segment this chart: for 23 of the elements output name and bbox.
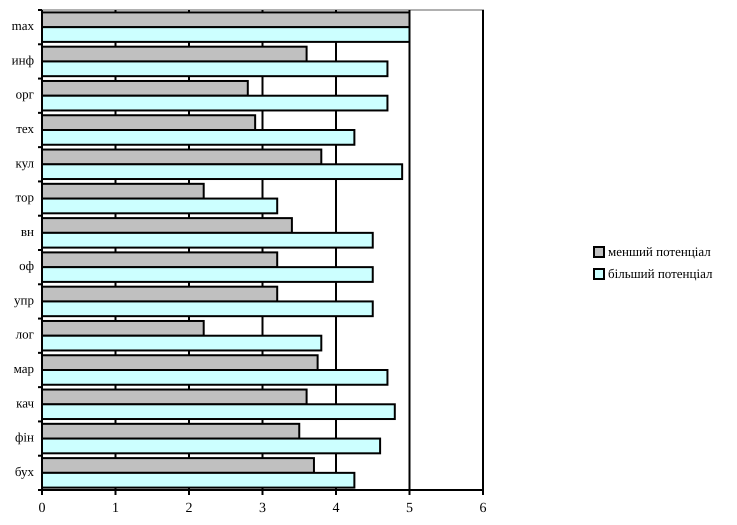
y-tick-label: тех xyxy=(16,120,34,136)
x-tick-label: 5 xyxy=(406,501,413,516)
y-tick-label: орг xyxy=(16,86,34,102)
y-tick-label: max xyxy=(12,18,34,34)
x-tick-label: 0 xyxy=(38,501,46,516)
y-tick-label: бух xyxy=(14,464,34,479)
y-tick-label: вн xyxy=(20,224,34,239)
x-tick-label: 6 xyxy=(480,501,486,516)
y-tick-label: мар xyxy=(14,360,34,376)
y-tick-label: кул xyxy=(15,155,34,170)
y-tick-label: лог xyxy=(16,326,34,342)
x-tick-label: 2 xyxy=(186,501,192,516)
legend-label: більший потенціал xyxy=(608,266,713,281)
y-tick-label: оф xyxy=(19,258,34,274)
y-tick-label: инф xyxy=(12,52,34,68)
x-tick-label: 1 xyxy=(112,501,119,516)
x-tick-label: 4 xyxy=(332,501,340,516)
legend-label: менший потенціал xyxy=(608,244,712,259)
y-tick-label: фін xyxy=(15,430,34,445)
y-tick-label: упр xyxy=(14,292,34,308)
x-tick-label: 3 xyxy=(259,501,266,516)
y-tick-label: кач xyxy=(16,395,34,410)
y-tick-label: тор xyxy=(15,190,34,205)
